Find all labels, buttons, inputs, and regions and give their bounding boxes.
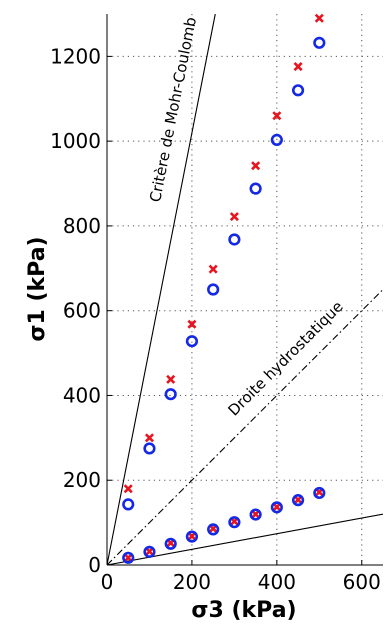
x-tick-label: 400 [258, 570, 296, 594]
data-point-cross [123, 484, 133, 494]
data-point-circle [122, 498, 135, 511]
data-point-circle [164, 388, 177, 401]
data-point-circle [228, 516, 241, 529]
data-point-circle [291, 84, 305, 97]
data-point-circle [143, 442, 156, 455]
data-point-cross [208, 264, 218, 274]
data-point-circle [207, 283, 220, 296]
plot-area [107, 14, 383, 565]
axes-frame [106, 14, 383, 566]
data-point-circle [291, 494, 305, 507]
data-point-circle [164, 537, 177, 550]
data-points [122, 13, 326, 564]
y-tick-label: 0 [88, 553, 101, 577]
data-point-cross [272, 111, 282, 121]
y-axis-label: σ1 (kPa) [25, 236, 50, 341]
data-point-circle [249, 182, 262, 195]
data-point-circle [185, 530, 199, 543]
data-point-cross [123, 553, 133, 563]
x-axis-label-text: σ3 (kPa) [191, 598, 296, 623]
data-point-cross [272, 502, 282, 512]
data-point-cross [144, 433, 154, 443]
data-point-cross [251, 161, 261, 171]
data-point-circle [270, 133, 283, 146]
y-axis-label-text: σ1 (kPa) [25, 236, 50, 341]
y-tick-label: 800 [63, 214, 101, 238]
y-tick-label: 200 [63, 468, 101, 492]
data-point-cross [187, 319, 197, 329]
y-tick-label: 600 [63, 299, 101, 323]
mohr-coulomb-line [106, 13, 216, 566]
data-point-cross [293, 495, 303, 505]
data-point-cross [229, 212, 239, 222]
data-point-circle [185, 335, 199, 348]
data-point-circle [228, 233, 241, 246]
data-point-circle [207, 523, 220, 536]
data-point-cross [166, 374, 176, 384]
x-tick-label: 600 [343, 570, 381, 594]
data-point-cross [314, 13, 324, 23]
data-point-circle [313, 36, 326, 49]
y-tick-label: 1000 [50, 129, 101, 153]
data-point-circle [122, 551, 135, 564]
x-tick-label: 200 [173, 570, 211, 594]
data-point-circle [270, 501, 283, 514]
hydrostatic-line [106, 289, 384, 566]
x-tick-label: 0 [101, 570, 114, 594]
data-point-circle [313, 486, 326, 500]
data-point-circle [249, 508, 262, 521]
y-tick-label: 1200 [50, 44, 101, 68]
data-point-cross [293, 62, 303, 72]
grid [107, 14, 383, 565]
data-point-circle [143, 545, 156, 558]
y-tick-label: 400 [63, 383, 101, 407]
x-axis-label: σ3 (kPa) [191, 598, 296, 623]
tick-labels: 0 200 400 600 0 200 400 600 800 1000 1200 [50, 44, 381, 594]
